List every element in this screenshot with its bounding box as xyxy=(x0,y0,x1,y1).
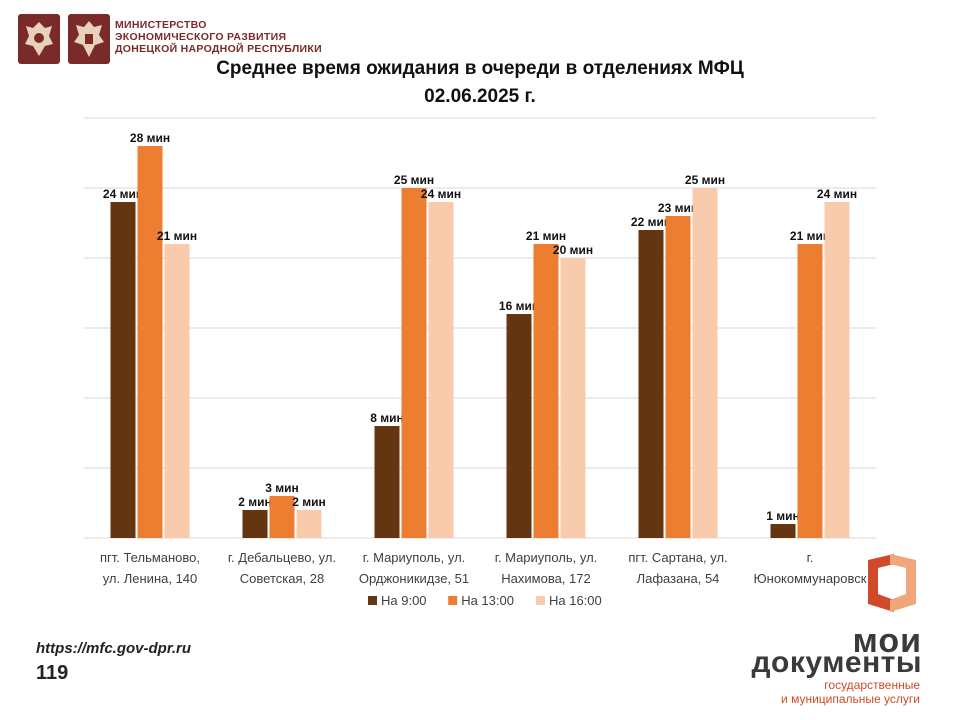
site-url[interactable]: https://mfc.gov-dpr.ru xyxy=(36,640,191,657)
chart-title: Среднее время ожидания в очереди в отдел… xyxy=(216,58,744,79)
category-label: пгт. Тельманово, xyxy=(100,550,200,565)
legend-swatch xyxy=(448,596,458,605)
brand-word-2: документы xyxy=(751,646,922,679)
dpr-coat-of-arms-icon xyxy=(68,14,110,64)
category-label: Лафазана, 54 xyxy=(637,571,720,586)
bar xyxy=(374,426,400,538)
data-label: 20 мин xyxy=(553,243,593,257)
bar xyxy=(110,202,136,538)
data-label: 24 мин xyxy=(817,187,857,201)
bar xyxy=(560,258,586,538)
bar xyxy=(638,230,664,538)
brand-subtitle: государственные и муниципальные услуги xyxy=(781,678,920,706)
brand-block: мои документы государственные и муниципа… xyxy=(710,550,930,710)
russia-coat-of-arms-icon xyxy=(18,14,60,64)
legend-swatch xyxy=(536,596,545,605)
data-label: 25 мин xyxy=(394,173,434,187)
brand-sub-1: государственные xyxy=(824,678,920,692)
bar xyxy=(164,244,190,538)
page-number: 119 xyxy=(36,662,69,684)
bar xyxy=(506,314,532,538)
legend-entry: На 13:00 xyxy=(461,593,514,608)
category-label: Орджоникидзе, 51 xyxy=(359,571,469,586)
bar xyxy=(428,202,454,538)
data-label: 2 мин xyxy=(292,495,326,509)
data-label: 21 мин xyxy=(526,229,566,243)
bar xyxy=(242,510,268,538)
ministry-line-1: МИНИСТЕРСТВО xyxy=(115,19,207,31)
legend-swatch xyxy=(368,596,377,605)
bar xyxy=(692,188,718,538)
bar xyxy=(269,496,295,538)
data-label: 21 мин xyxy=(157,229,197,243)
data-label: 23 мин xyxy=(658,201,698,215)
category-label: пгт. Сартана, ул. xyxy=(628,550,727,565)
data-label: 22 мин xyxy=(631,215,671,229)
category-label: Советская, 28 xyxy=(240,571,324,586)
category-label: г. Мариуполь, ул. xyxy=(363,550,466,565)
ministry-line-3: ДОНЕЦКОЙ НАРОДНОЙ РЕСПУБЛИКИ xyxy=(115,43,322,55)
brand-word-1: мои xyxy=(852,622,922,660)
category-label: г. Мариуполь, ул. xyxy=(495,550,598,565)
category-label: г. xyxy=(807,550,814,565)
bar xyxy=(401,188,427,538)
bar xyxy=(824,202,850,538)
bar xyxy=(533,244,559,538)
category-label: Юнокоммунаровск xyxy=(754,571,867,586)
mfc-logo-icon xyxy=(868,554,916,612)
data-label: 21 мин xyxy=(790,229,830,243)
legend-entry: На 16:00 xyxy=(549,593,602,608)
bar xyxy=(137,146,163,538)
data-label: 16 мин xyxy=(499,299,539,313)
ministry-name: МИНИСТЕРСТВО ЭКОНОМИЧЕСКОГО РАЗВИТИЯ ДОН… xyxy=(115,19,322,55)
category-label: Нахимова, 172 xyxy=(501,571,590,586)
data-label: 3 мин xyxy=(265,481,299,495)
data-label: 2 мин xyxy=(238,495,272,509)
ministry-header: МИНИСТЕРСТВО ЭКОНОМИЧЕСКОГО РАЗВИТИЯ ДОН… xyxy=(18,14,358,68)
chart-subtitle: 02.06.2025 г. xyxy=(424,86,536,107)
data-label: 8 мин xyxy=(370,411,404,425)
bar xyxy=(770,524,796,538)
ministry-line-2: ЭКОНОМИЧЕСКОГО РАЗВИТИЯ xyxy=(115,31,287,43)
brand-sub-2: и муниципальные услуги xyxy=(781,692,920,706)
bar xyxy=(797,244,823,538)
data-label: 1 мин xyxy=(766,509,800,523)
legend-entry: На 9:00 xyxy=(381,593,427,608)
data-label: 28 мин xyxy=(130,131,170,145)
bar xyxy=(665,216,691,538)
data-label: 25 мин xyxy=(685,173,725,187)
data-label: 24 мин xyxy=(103,187,143,201)
data-label: 24 мин xyxy=(421,187,461,201)
bar xyxy=(296,510,322,538)
category-label: г. Дебальцево, ул. xyxy=(228,550,336,565)
category-label: ул. Ленина, 140 xyxy=(103,571,198,586)
